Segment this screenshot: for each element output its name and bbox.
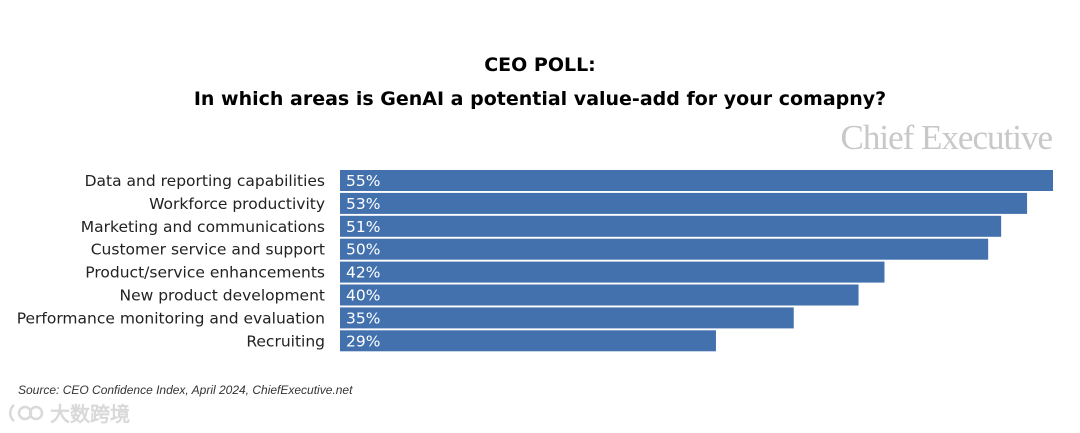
bar-7	[340, 307, 794, 329]
bar-5	[340, 261, 885, 283]
category-label-4: Customer service and support	[91, 241, 325, 259]
chief-executive-logo: Chief Executive	[840, 118, 1053, 157]
value-label-8: 29%	[346, 332, 380, 350]
watermark-logo-icon	[9, 403, 44, 422]
bar-3	[340, 215, 1002, 237]
chart-title-line-2: In which areas is GenAI a potential valu…	[193, 88, 887, 110]
value-label-5: 42%	[346, 264, 380, 282]
category-label-2: Workforce productivity	[149, 195, 325, 213]
value-label-6: 40%	[346, 287, 380, 305]
category-label-7: Performance monitoring and evaluation	[17, 309, 325, 327]
chart-title-line-1: CEO POLL:	[484, 54, 596, 76]
bar-8	[340, 330, 716, 352]
source-note: Source: CEO Confidence Index, April 2024…	[18, 383, 353, 397]
value-label-4: 50%	[346, 241, 380, 259]
watermark-text: 大数跨境	[50, 402, 130, 426]
watermark: 大数跨境	[8, 398, 130, 427]
value-label-7: 35%	[346, 309, 380, 327]
bar-1	[340, 170, 1053, 191]
value-label-3: 51%	[346, 218, 380, 236]
category-label-1: Data and reporting capabilities	[85, 172, 325, 190]
bar-2	[340, 192, 1028, 214]
category-label-5: Product/service enhancements	[85, 264, 325, 282]
value-label-2: 53%	[346, 195, 380, 213]
category-label-3: Marketing and communications	[81, 218, 325, 236]
category-label-6: New product development	[119, 287, 325, 305]
bar-6	[340, 284, 859, 306]
category-label-8: Recruiting	[246, 332, 325, 350]
bar-4	[340, 238, 989, 260]
value-label-1: 55%	[346, 172, 380, 190]
